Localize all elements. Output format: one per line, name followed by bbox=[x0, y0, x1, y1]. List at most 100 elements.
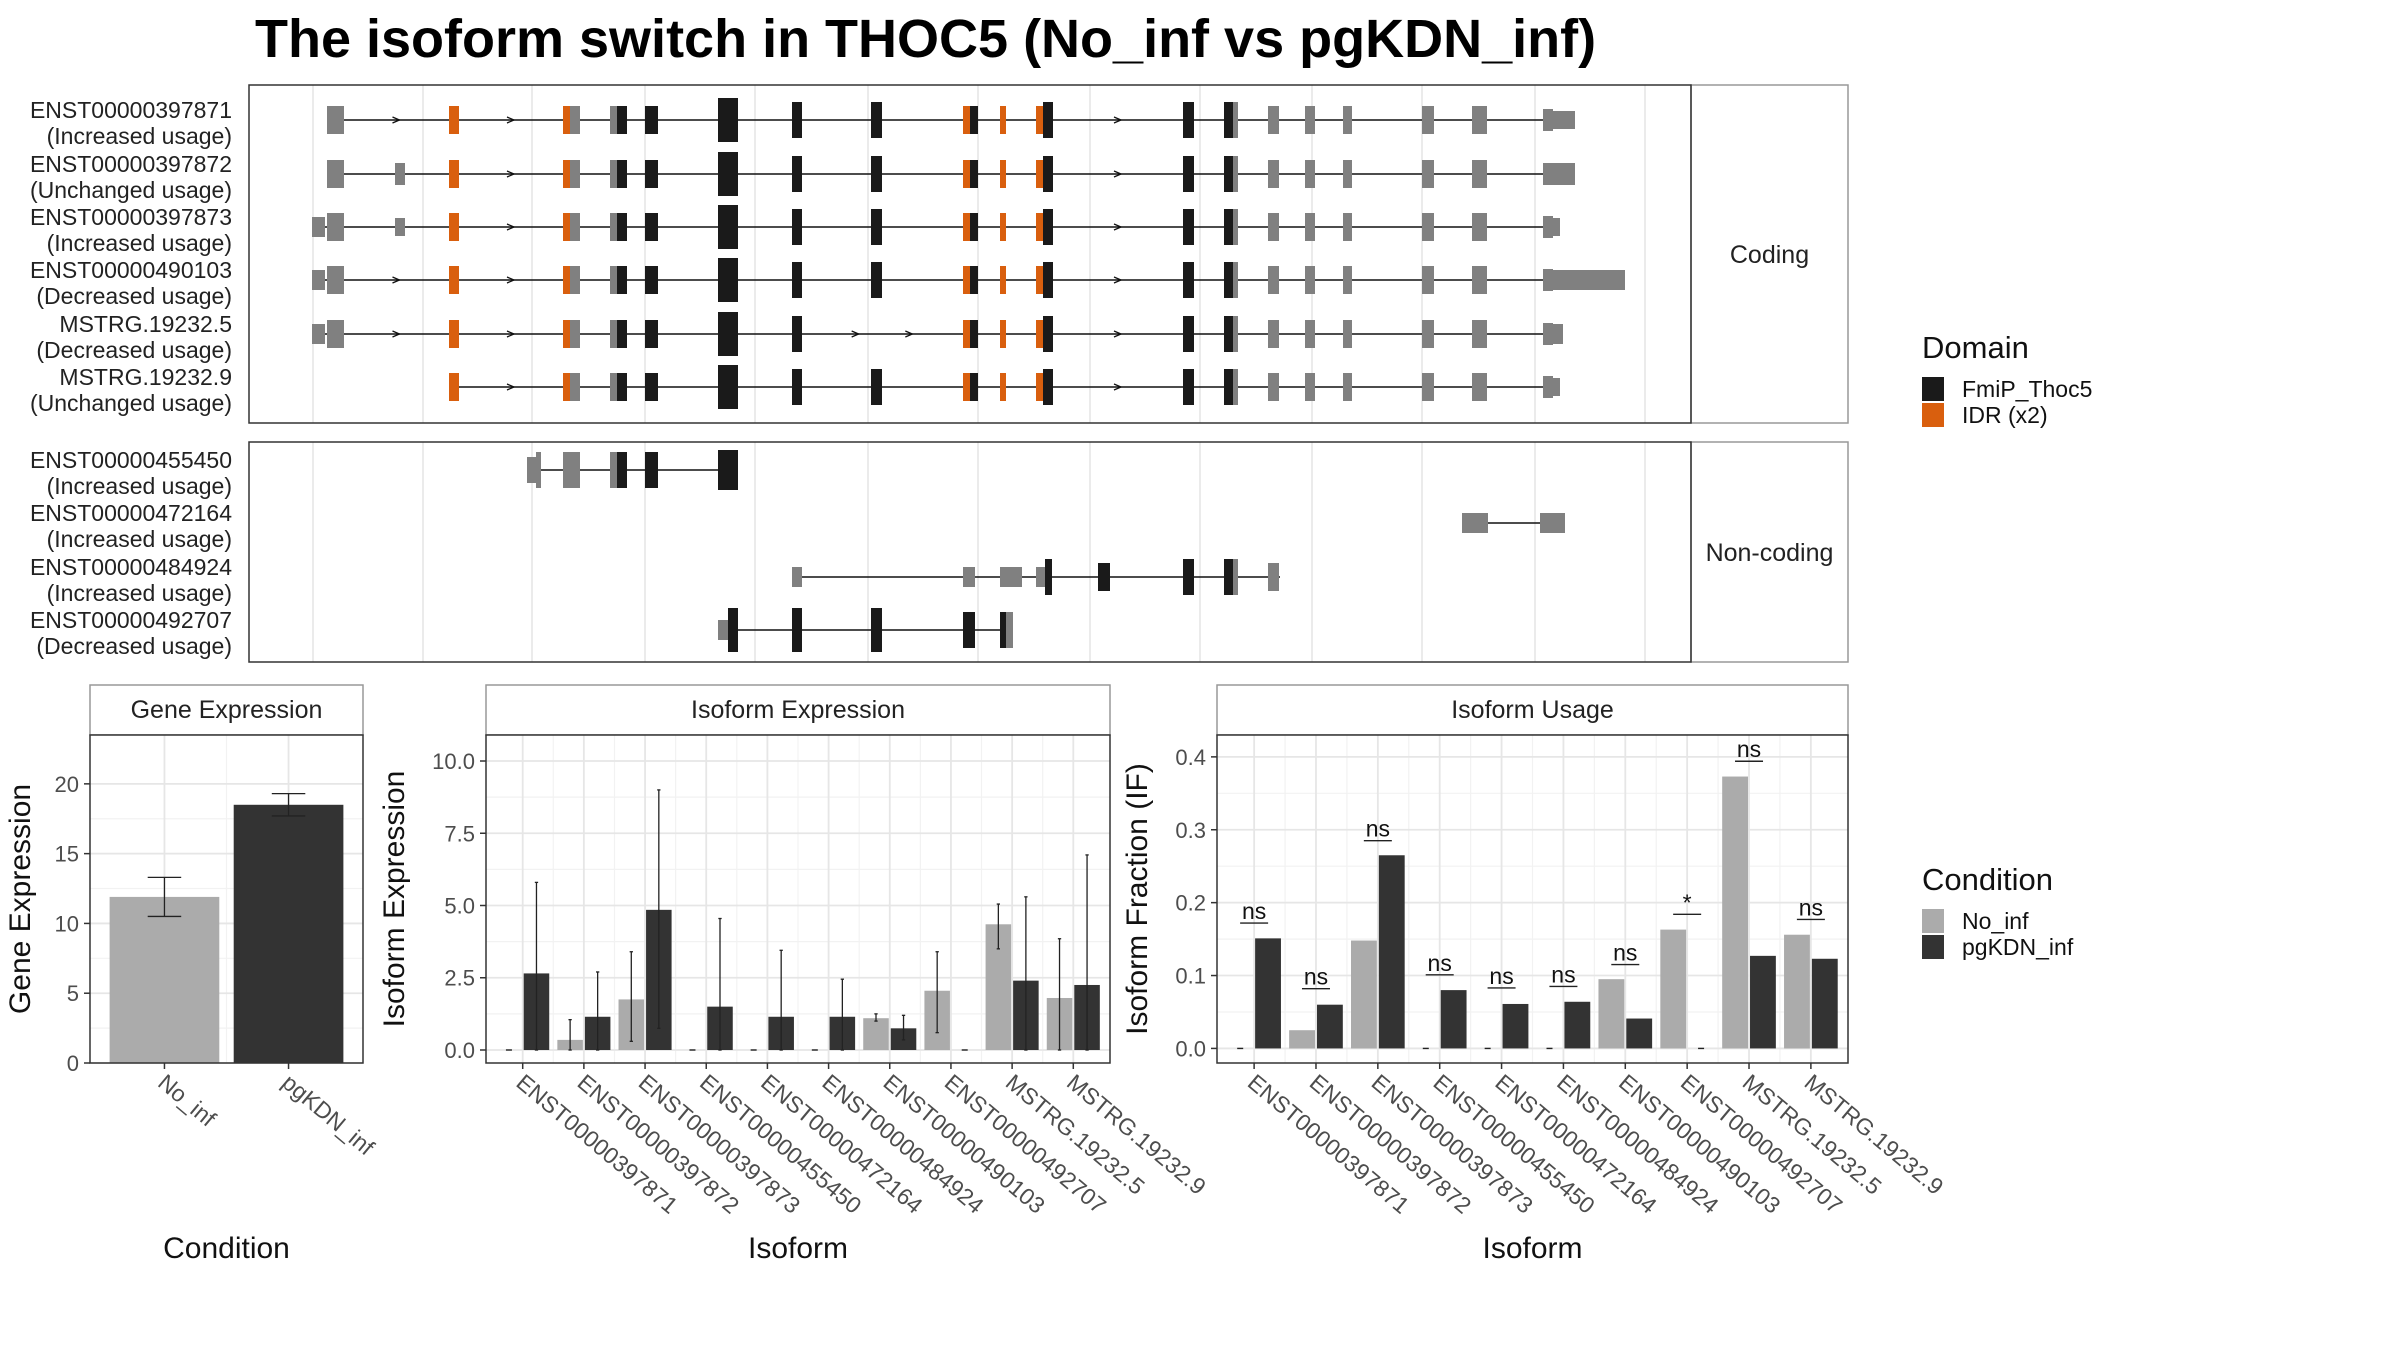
exon-block bbox=[449, 373, 459, 401]
exon-block bbox=[617, 106, 627, 134]
exon-block bbox=[1543, 163, 1553, 185]
exon-block bbox=[617, 160, 627, 188]
y-tick-label: 5.0 bbox=[444, 894, 475, 919]
transcript-id-label: MSTRG.19232.9 bbox=[59, 364, 232, 390]
exon-block bbox=[395, 218, 405, 236]
exon-block bbox=[1006, 612, 1013, 648]
exon-block bbox=[327, 106, 344, 134]
exon-block bbox=[570, 213, 580, 241]
exon-block bbox=[792, 262, 802, 298]
exon-block bbox=[718, 205, 738, 249]
panel-strip bbox=[485, 684, 1111, 736]
exon-block bbox=[1000, 373, 1006, 401]
exon-block bbox=[1183, 262, 1194, 298]
exon-block bbox=[563, 106, 570, 134]
exon-block bbox=[792, 369, 802, 405]
transcript-usage-label: (Unchanged usage) bbox=[30, 177, 232, 203]
exon-block bbox=[617, 266, 627, 294]
exon-block bbox=[610, 106, 617, 134]
transcript-usage-label: (Decreased usage) bbox=[36, 633, 232, 659]
transcript-id-label: ENST00000397872 bbox=[30, 151, 232, 177]
exon-block bbox=[792, 209, 802, 245]
condition-legend-title: Condition bbox=[1922, 862, 2053, 897]
intron-arrow bbox=[392, 330, 402, 338]
transcript-usage-label: (Increased usage) bbox=[47, 580, 232, 606]
structure-panel-border bbox=[248, 441, 1692, 663]
domain-legend-label: IDR (x2) bbox=[1962, 401, 2048, 428]
exon-block bbox=[449, 266, 459, 294]
y-tick-label: 7.5 bbox=[444, 821, 475, 846]
exon-block bbox=[1224, 156, 1233, 192]
exon-block bbox=[1472, 106, 1487, 134]
transcript-usage-label: (Decreased usage) bbox=[36, 283, 232, 309]
intron-arrow bbox=[1113, 116, 1123, 124]
exon-block bbox=[1540, 513, 1565, 533]
exon-block bbox=[449, 106, 459, 134]
exon-block bbox=[1036, 320, 1043, 348]
exon-block bbox=[1224, 209, 1233, 245]
exon-block bbox=[570, 106, 580, 134]
domain-legend-item: FmiP_Thoc5 bbox=[1922, 376, 2092, 402]
exon-block bbox=[1183, 559, 1194, 595]
exon-block bbox=[1422, 320, 1434, 348]
exon-block bbox=[1472, 373, 1487, 401]
exon-block bbox=[1045, 559, 1052, 595]
exon-block bbox=[1268, 373, 1279, 401]
significance-label: ns bbox=[1242, 898, 1266, 924]
exon-block bbox=[963, 567, 975, 587]
transcript-usage-label: (Increased usage) bbox=[47, 230, 232, 256]
transcript-id-label: MSTRG.19232.5 bbox=[59, 311, 232, 337]
exon-block bbox=[1553, 163, 1575, 185]
significance-label: ns bbox=[1613, 940, 1637, 966]
exon-block bbox=[1043, 262, 1053, 298]
x-axis-title: Isoform bbox=[748, 1232, 848, 1265]
exon-block bbox=[1553, 324, 1563, 344]
panel-border bbox=[89, 734, 364, 1064]
y-tick-label: 10.0 bbox=[432, 749, 475, 774]
exon-block bbox=[563, 266, 570, 294]
bar bbox=[109, 896, 220, 1063]
intron-arrow bbox=[1113, 223, 1123, 231]
intron-arrow bbox=[506, 223, 516, 231]
exon-block bbox=[645, 213, 658, 241]
exon-block bbox=[645, 452, 658, 488]
exon-block bbox=[1233, 369, 1238, 405]
exon-block bbox=[728, 608, 738, 652]
bar bbox=[1722, 776, 1749, 1049]
exon-block bbox=[1343, 266, 1352, 294]
exon-block bbox=[1233, 262, 1238, 298]
exon-block bbox=[1000, 567, 1022, 587]
transcript-id-label: ENST00000397873 bbox=[30, 204, 232, 230]
significance-label: ns bbox=[1489, 963, 1513, 989]
y-tick-label: 10 bbox=[55, 911, 79, 936]
exon-block bbox=[1305, 160, 1315, 188]
exon-block bbox=[1036, 567, 1045, 587]
exon-block bbox=[536, 452, 541, 488]
exon-block bbox=[563, 320, 570, 348]
exon-block bbox=[718, 312, 738, 356]
exon-block bbox=[570, 373, 580, 401]
transcript-structure-panel: CodingNon-codingENST00000397871(Increase… bbox=[30, 84, 1849, 663]
exon-block bbox=[610, 266, 617, 294]
exon-block bbox=[792, 608, 802, 652]
transcript-id-label: ENST00000397871 bbox=[30, 97, 232, 123]
significance-label: * bbox=[1683, 889, 1692, 915]
exon-block bbox=[1183, 102, 1194, 138]
y-axis-title: Gene Expression bbox=[4, 784, 37, 1014]
exon-block bbox=[645, 160, 658, 188]
exon-block bbox=[1043, 369, 1053, 405]
bar bbox=[1502, 1003, 1529, 1049]
bar bbox=[863, 1018, 889, 1050]
exon-block bbox=[570, 320, 580, 348]
isoform-expression-panel: Isoform Expression0.02.55.07.510.0ENST00… bbox=[378, 684, 1211, 1265]
bar bbox=[1660, 929, 1687, 1049]
bar bbox=[1784, 934, 1810, 1049]
exon-block bbox=[1543, 109, 1553, 131]
intron-arrow bbox=[392, 116, 402, 124]
intron-arrow bbox=[506, 116, 516, 124]
exon-block bbox=[617, 452, 627, 488]
panel-strip-title: Gene Expression bbox=[131, 696, 323, 724]
exon-block bbox=[963, 160, 970, 188]
exon-block bbox=[1043, 102, 1053, 138]
exon-block bbox=[1268, 106, 1279, 134]
